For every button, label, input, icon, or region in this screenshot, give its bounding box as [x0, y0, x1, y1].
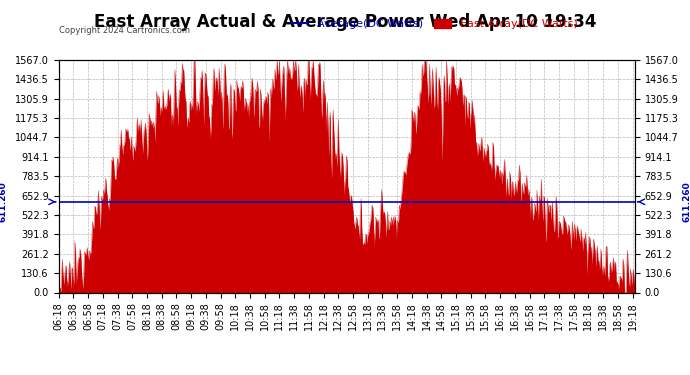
Legend: Average(DC Watts), East Array(DC Watts): Average(DC Watts), East Array(DC Watts) [287, 15, 582, 34]
Text: 611.260: 611.260 [0, 182, 8, 222]
Text: East Array Actual & Average Power Wed Apr 10 19:34: East Array Actual & Average Power Wed Ap… [94, 13, 596, 31]
Text: 611.260: 611.260 [682, 182, 690, 222]
Text: Copyright 2024 Cartronics.com: Copyright 2024 Cartronics.com [59, 26, 190, 35]
